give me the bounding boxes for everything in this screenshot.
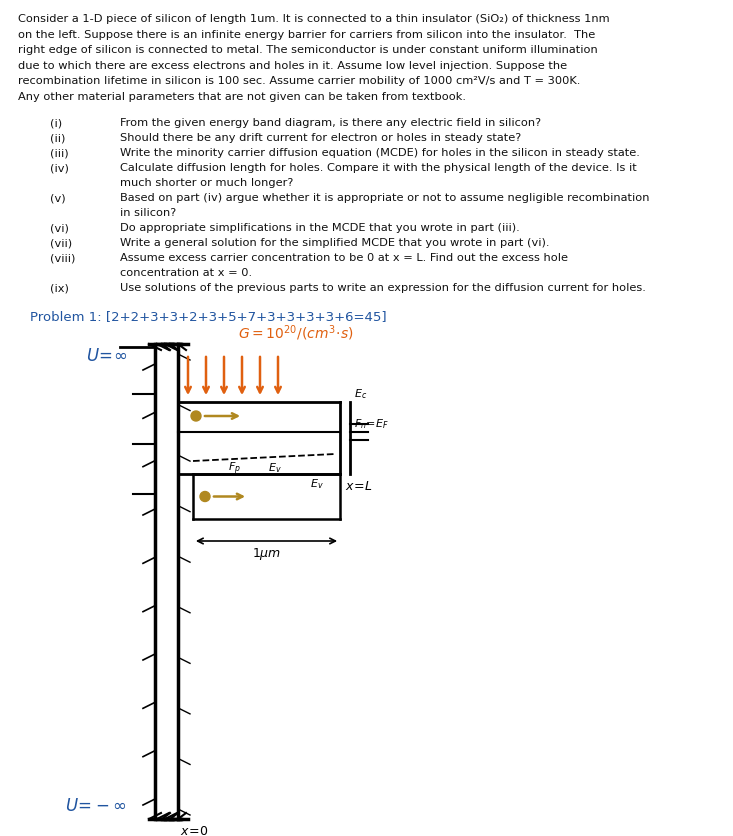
Text: (v): (v)	[50, 193, 66, 203]
Text: $E_v$: $E_v$	[310, 477, 324, 490]
Text: (vii): (vii)	[50, 237, 72, 247]
Text: much shorter or much longer?: much shorter or much longer?	[120, 178, 293, 188]
Text: (i): (i)	[50, 118, 62, 128]
Text: (iv): (iv)	[50, 163, 69, 173]
Text: Write the minority carrier diffusion equation (MCDE) for holes in the silicon in: Write the minority carrier diffusion equ…	[120, 148, 640, 158]
Text: Calculate diffusion length for holes. Compare it with the physical length of the: Calculate diffusion length for holes. Co…	[120, 163, 637, 173]
Text: (vi): (vi)	[50, 222, 69, 232]
Text: $1\mu m$: $1\mu m$	[252, 545, 281, 561]
Text: $F_n\!=\!E_F$: $F_n\!=\!E_F$	[354, 416, 389, 431]
Text: $\mathit{U\!=\!-\infty}$: $\mathit{U\!=\!-\infty}$	[65, 796, 127, 814]
Text: (viii): (viii)	[50, 252, 75, 263]
Text: Use solutions of the previous parts to write an expression for the diffusion cur: Use solutions of the previous parts to w…	[120, 283, 646, 293]
Circle shape	[191, 411, 201, 421]
Text: From the given energy band diagram, is there any electric field in silicon?: From the given energy band diagram, is t…	[120, 118, 541, 128]
Text: (ix): (ix)	[50, 283, 69, 293]
Text: $G = 10^{20}/(cm^3\!\cdot\!s)$: $G = 10^{20}/(cm^3\!\cdot\!s)$	[238, 323, 353, 343]
Text: $\mathit{U\!=\!\infty}$: $\mathit{U\!=\!\infty}$	[86, 347, 127, 364]
Text: Based on part (iv) argue whether it is appropriate or not to assume negligible r: Based on part (iv) argue whether it is a…	[120, 193, 649, 203]
Text: $E_c$: $E_c$	[354, 387, 367, 400]
Text: Do appropriate simplifications in the MCDE that you wrote in part (iii).: Do appropriate simplifications in the MC…	[120, 222, 520, 232]
Text: Assume excess carrier concentration to be 0 at x = L. Find out the excess hole: Assume excess carrier concentration to b…	[120, 252, 568, 263]
Text: Problem 1: [2+2+3+3+2+3+5+7+3+3+3+3+6=45]: Problem 1: [2+2+3+3+2+3+5+7+3+3+3+3+6=45…	[30, 309, 386, 323]
Circle shape	[200, 492, 210, 502]
Text: Write a general solution for the simplified MCDE that you wrote in part (vi).: Write a general solution for the simplif…	[120, 237, 550, 247]
Text: (ii): (ii)	[50, 133, 65, 143]
Text: (iii): (iii)	[50, 148, 69, 158]
Text: right edge of silicon is connected to metal. The semiconductor is under constant: right edge of silicon is connected to me…	[18, 45, 597, 55]
Text: concentration at x = 0.: concentration at x = 0.	[120, 268, 252, 278]
Text: $x\!=\!0$: $x\!=\!0$	[180, 824, 208, 836]
Text: on the left. Suppose there is an infinite energy barrier for carriers from silic: on the left. Suppose there is an infinit…	[18, 29, 595, 39]
Text: $F_p$: $F_p$	[228, 461, 241, 477]
Text: Any other material parameters that are not given can be taken from textbook.: Any other material parameters that are n…	[18, 91, 466, 101]
Text: due to which there are excess electrons and holes in it. Assume low level inject: due to which there are excess electrons …	[18, 60, 567, 70]
Text: $x\!=\!L$: $x\!=\!L$	[345, 479, 372, 492]
Text: in silicon?: in silicon?	[120, 208, 176, 217]
Text: Should there be any drift current for electron or holes in steady state?: Should there be any drift current for el…	[120, 133, 521, 143]
Text: recombination lifetime in silicon is 100 sec. Assume carrier mobility of 1000 cm: recombination lifetime in silicon is 100…	[18, 76, 581, 86]
Text: Consider a 1-D piece of silicon of length 1um. It is connected to a thin insulat: Consider a 1-D piece of silicon of lengt…	[18, 14, 610, 24]
Text: $E_v$: $E_v$	[268, 461, 281, 474]
